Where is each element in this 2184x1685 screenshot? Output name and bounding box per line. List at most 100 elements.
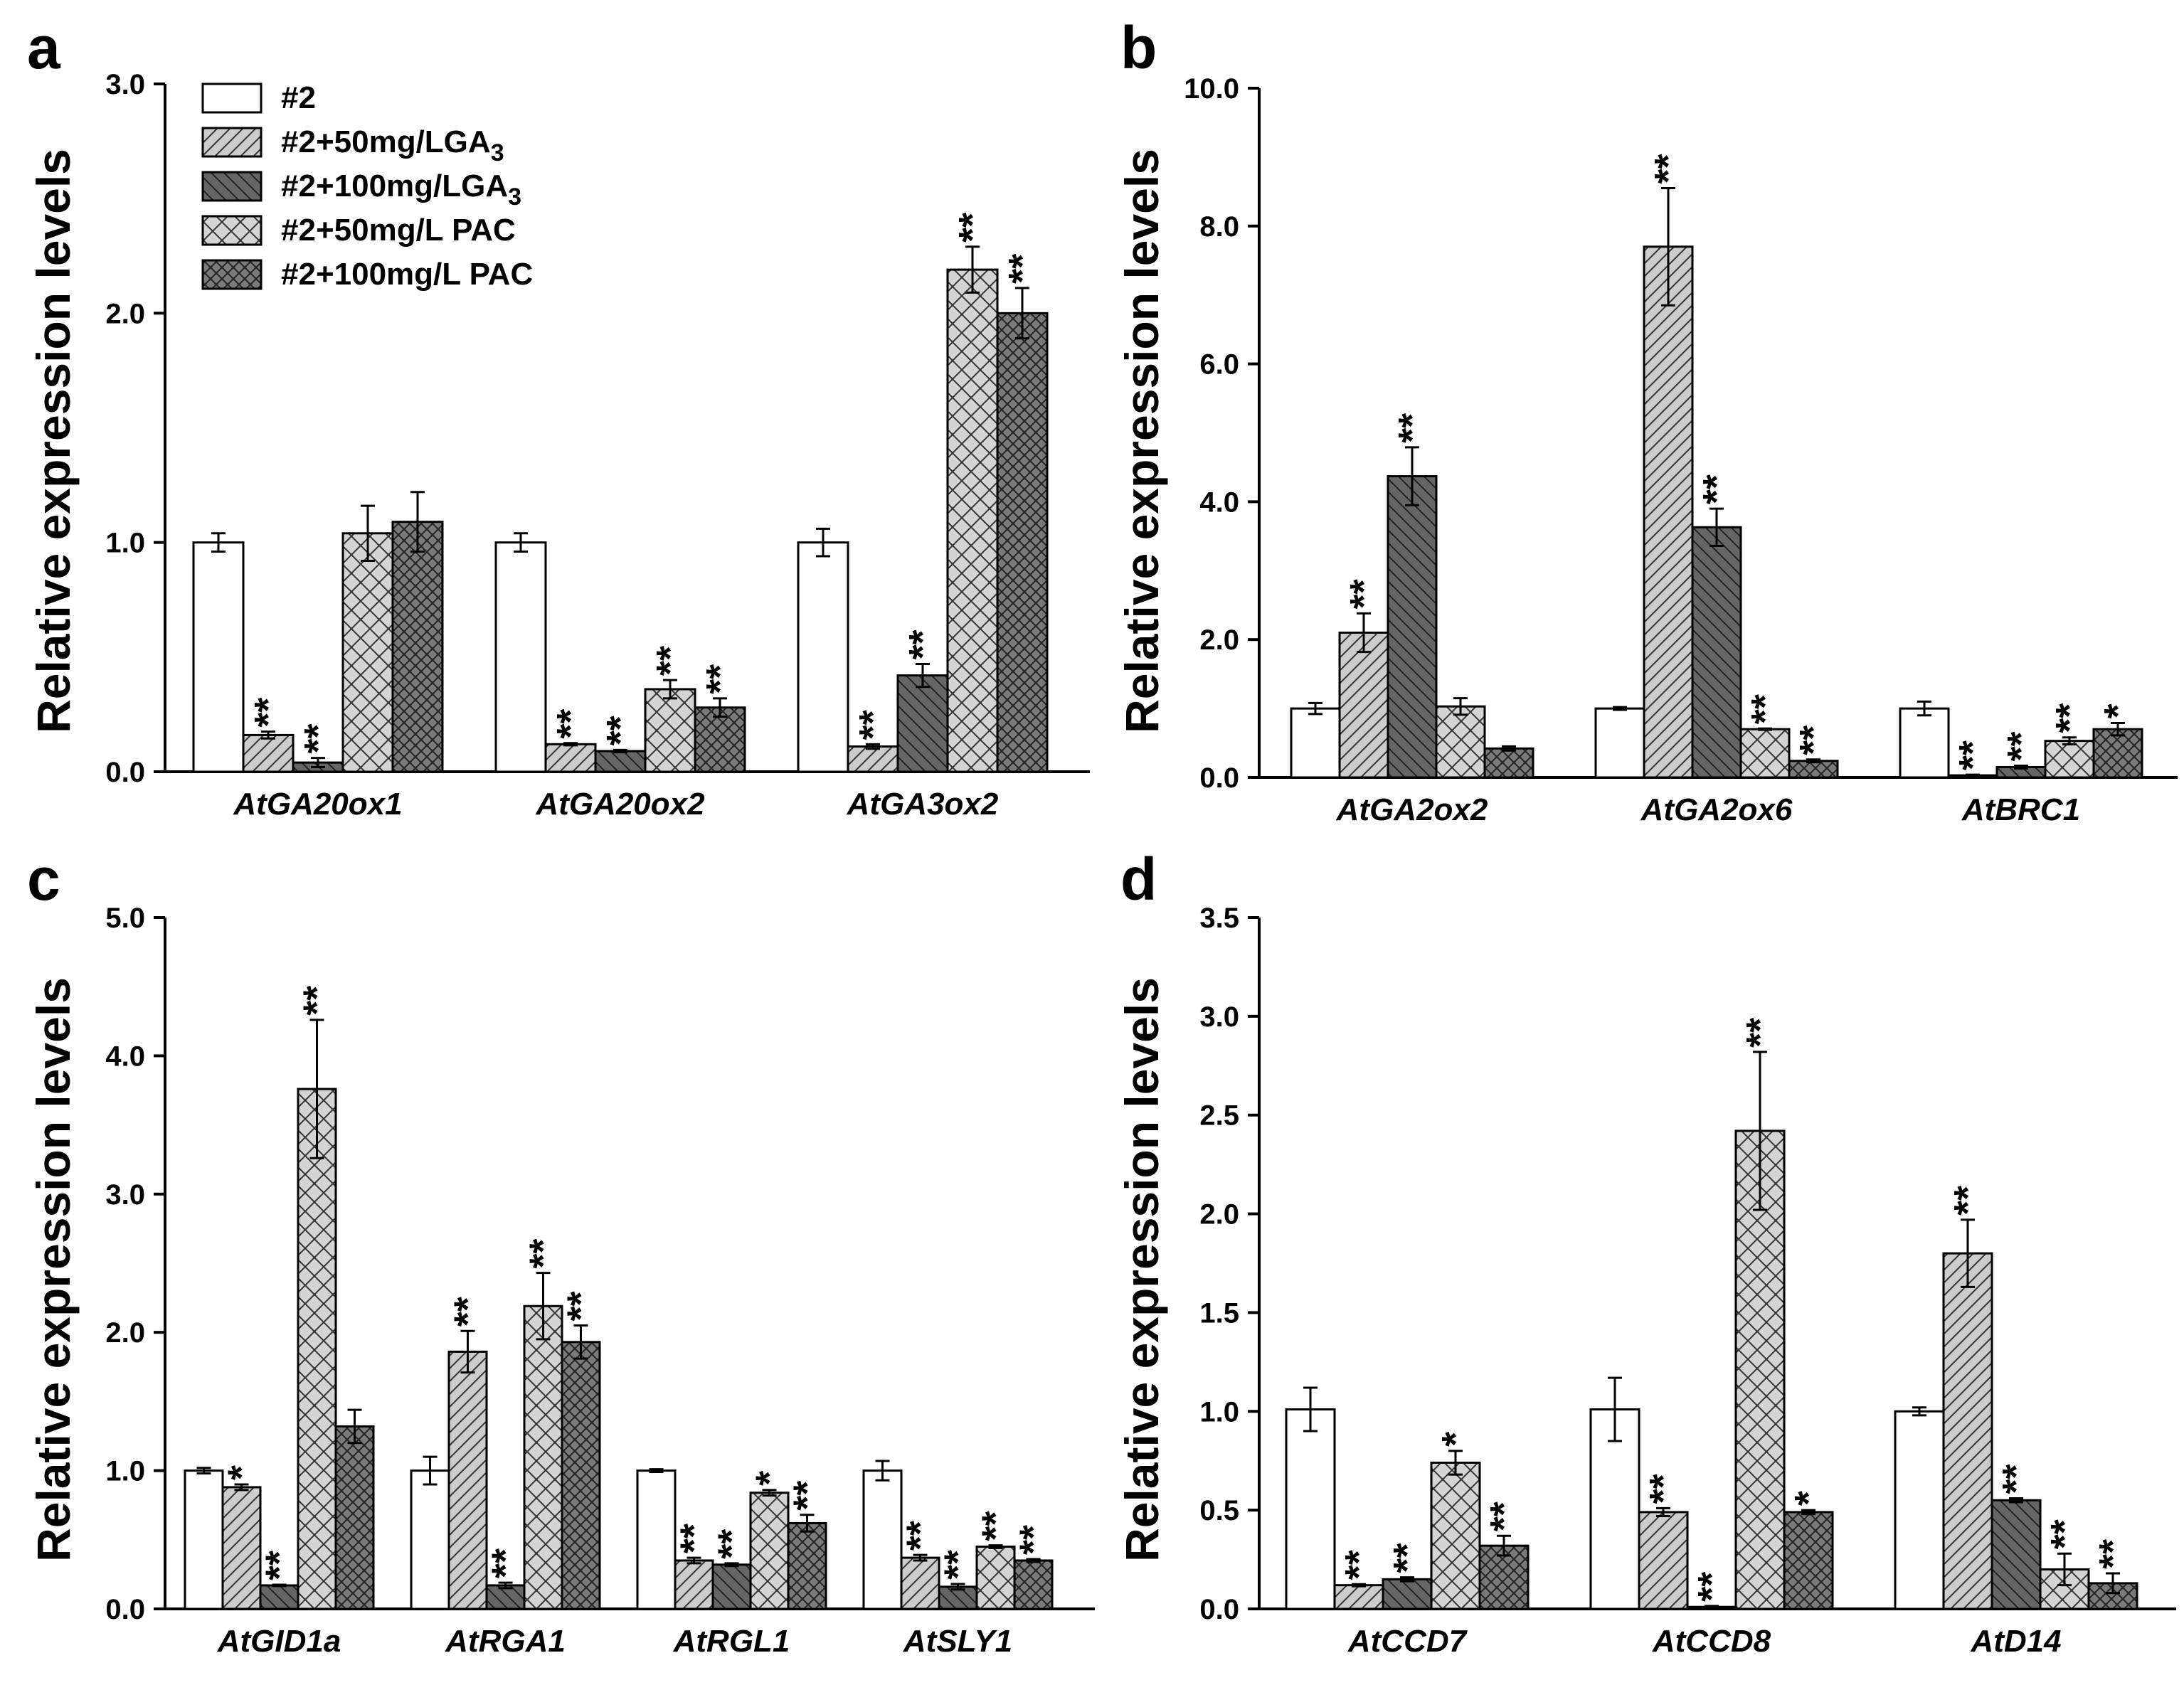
legend-text: #2+100mg/LGA <box>281 169 508 203</box>
bar <box>1942 1252 1993 1610</box>
y-tick-label: 2.0 <box>1199 624 1239 656</box>
bar <box>1483 747 1534 779</box>
y-axis-label: Relative expression levels <box>27 149 80 733</box>
bar <box>1435 705 1486 779</box>
significance-label: ** <box>1695 474 1738 504</box>
bar <box>184 1469 224 1610</box>
bar <box>1691 526 1742 779</box>
significance-label: * <box>221 1465 263 1480</box>
bar <box>1788 760 1839 779</box>
bar <box>900 1556 940 1610</box>
significance-label: ** <box>951 213 994 243</box>
significance-label: ** <box>1342 579 1385 609</box>
bar <box>544 743 597 773</box>
significance-label: ** <box>901 629 944 659</box>
significance-label: ** <box>786 1481 829 1511</box>
y-tick-label: 2.0 <box>105 298 145 329</box>
significance-label: ** <box>522 1239 565 1269</box>
y-tick-label: 1.0 <box>1199 1396 1239 1428</box>
significance-label: ** <box>1391 413 1433 443</box>
y-tick-label: 1.0 <box>105 528 145 559</box>
significance-label: ** <box>560 1291 603 1321</box>
legend-subscript: 3 <box>491 139 504 166</box>
legend-label: #2+100mg/L PAC <box>281 257 533 292</box>
legend-text: #2 <box>281 80 316 115</box>
bar <box>561 1341 601 1610</box>
y-axis-label: Relative expression levels <box>1115 977 1168 1562</box>
panel-c: c Relative expression levels 0.0 1.0 2.0 3.… <box>27 846 1095 1659</box>
significance-label: ** <box>1739 1018 1781 1048</box>
significance-label: ** <box>258 1551 301 1580</box>
bar <box>1589 1408 1640 1610</box>
significance-label: ** <box>975 1511 1017 1541</box>
bar <box>259 1584 299 1610</box>
category-label: AtGA2ox6 <box>1640 792 1793 827</box>
panel-letter: a <box>27 14 61 81</box>
legend-label: #2+50mg/LGA3 <box>281 124 504 166</box>
y-tick-label: 8.0 <box>1199 211 1239 243</box>
y-tick-label: 10.0 <box>1184 73 1239 105</box>
legend-label: #2 <box>281 80 316 115</box>
bar <box>2092 728 2143 779</box>
significance-label: ** <box>1951 740 1994 770</box>
significance-label: ** <box>297 724 339 754</box>
significance-label: * <box>1787 1491 1830 1506</box>
legend-label: #2+100mg/LGA3 <box>281 169 521 211</box>
significance-label: ** <box>2000 731 2042 761</box>
significance-label: ** <box>2043 1519 2086 1549</box>
y-tick-label: 4.0 <box>1199 487 1239 518</box>
significance-label: ** <box>599 716 642 745</box>
legend-swatch <box>201 259 263 290</box>
y-tick-label: 4.0 <box>105 1041 145 1072</box>
bar <box>1285 1408 1336 1610</box>
y-tick-label: 0.0 <box>1199 1594 1239 1625</box>
significance-label: ** <box>899 1521 942 1551</box>
bar <box>674 1559 714 1610</box>
significance-label: ** <box>1946 1186 1989 1216</box>
bar <box>896 674 949 773</box>
significance-label: * <box>2096 703 2139 718</box>
significance-label: * <box>748 1471 791 1486</box>
significance-label: ** <box>1012 1525 1055 1555</box>
bar <box>1894 1410 1945 1610</box>
y-tick-label: 2.5 <box>1199 1100 1239 1132</box>
bar <box>523 1304 563 1610</box>
category-label: AtRGA1 <box>445 1624 566 1659</box>
bar <box>975 1546 1016 1610</box>
bar <box>862 1469 903 1610</box>
category-label: AtCCD7 <box>1347 1624 1468 1659</box>
significance-label: ** <box>1337 1550 1380 1580</box>
significance-label: ** <box>649 646 691 676</box>
bar <box>334 1425 375 1610</box>
bar <box>694 706 746 773</box>
legend-swatch <box>201 127 263 158</box>
bar <box>391 521 444 773</box>
bar <box>341 532 394 773</box>
bar <box>1013 1559 1054 1610</box>
bar <box>711 1563 752 1610</box>
bar <box>1387 475 1438 779</box>
significance-label: ** <box>673 1524 716 1553</box>
legend-swatch <box>201 215 263 246</box>
bar <box>242 733 295 773</box>
y-tick-label: 3.0 <box>105 69 145 100</box>
category-label: AtCCD8 <box>1652 1624 1771 1659</box>
bar <box>1899 707 1950 779</box>
y-tick-label: 2.0 <box>105 1317 145 1349</box>
significance-label: ** <box>852 710 894 740</box>
bar <box>1382 1578 1433 1610</box>
bar <box>410 1469 450 1610</box>
significance-label: ** <box>1483 1501 1525 1531</box>
bar <box>847 745 899 773</box>
bar <box>1430 1461 1481 1610</box>
bar <box>447 1350 488 1610</box>
bar <box>1290 707 1341 779</box>
bar <box>1338 632 1389 779</box>
bar <box>636 1469 677 1610</box>
panel-b: b Relative expression levels 0.0 2.0 4.0 6.… <box>1115 14 2178 827</box>
significance-label: ** <box>1001 254 1044 284</box>
category-label: AtRGL1 <box>673 1624 790 1659</box>
bar <box>1643 245 1694 779</box>
y-tick-label: 3.0 <box>105 1179 145 1211</box>
